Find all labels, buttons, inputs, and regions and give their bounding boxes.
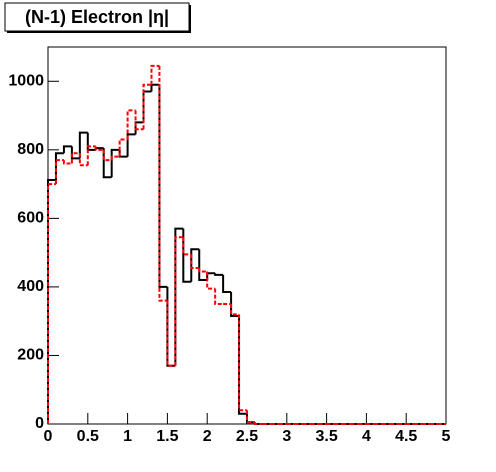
- histogram-step: [190, 254, 200, 270]
- histogram-step: [54, 159, 64, 185]
- x-tick-label: 1.5: [156, 428, 178, 445]
- histogram-step: [214, 288, 224, 306]
- x-tick-label: 2.5: [236, 428, 258, 445]
- y-tick-label: 1000: [8, 72, 44, 89]
- title-box: [4, 2, 190, 32]
- x-tick-label: 0: [44, 428, 53, 445]
- histogram-step: [70, 146, 80, 160]
- y-tick-label: 600: [17, 210, 44, 227]
- histogram-step: [78, 153, 88, 167]
- histogram-step: [253, 422, 263, 425]
- histogram-step: [198, 268, 208, 273]
- histogram-step: [150, 64, 160, 85]
- histogram-step: [246, 410, 255, 424]
- y-tick-label: 400: [17, 278, 44, 295]
- histogram-step: [158, 65, 168, 302]
- plot-frame: [47, 46, 447, 425]
- histogram-step: [214, 273, 224, 276]
- histogram-step: [238, 314, 247, 412]
- histogram-step: [174, 236, 184, 366]
- histogram-step: [102, 149, 112, 162]
- x-tick-label: 3.5: [315, 428, 337, 445]
- histogram-step: [166, 300, 176, 367]
- x-tick-label: 2: [203, 428, 212, 445]
- x-tick-label: 5: [442, 428, 451, 445]
- histogram-step: [118, 149, 128, 158]
- x-tick-label: 1: [123, 428, 132, 445]
- histogram-step: [198, 249, 208, 282]
- histogram-step: [94, 146, 104, 151]
- histogram-step: [126, 133, 136, 157]
- histogram-step: [78, 131, 88, 159]
- histogram-step: [134, 110, 144, 131]
- histogram-step: [190, 248, 200, 282]
- histogram-step: [126, 109, 136, 140]
- x-tick-label: 4: [362, 428, 371, 445]
- y-tick-label: 200: [17, 347, 44, 364]
- histogram-step: [62, 145, 72, 154]
- histogram-step: [230, 304, 240, 316]
- x-tick-label: 3: [282, 428, 291, 445]
- histogram-step: [47, 183, 56, 424]
- y-tick-label: 800: [17, 141, 44, 158]
- x-tick-label: 0.5: [77, 428, 99, 445]
- histogram-step: [142, 83, 152, 130]
- histogram-step: [62, 160, 72, 165]
- histogram-step: [230, 292, 240, 318]
- chart-title: (N-1) Electron |η|: [25, 7, 169, 27]
- histogram-step: [86, 145, 96, 166]
- y-tick-label: 0: [35, 415, 44, 432]
- histogram-step: [222, 274, 232, 294]
- histogram-step: [238, 316, 247, 415]
- x-tick-label: 4.5: [395, 428, 417, 445]
- histogram-step: [110, 155, 120, 161]
- histogram-step: [110, 148, 120, 178]
- histogram-step: [134, 121, 144, 135]
- histogram-step: [70, 152, 80, 164]
